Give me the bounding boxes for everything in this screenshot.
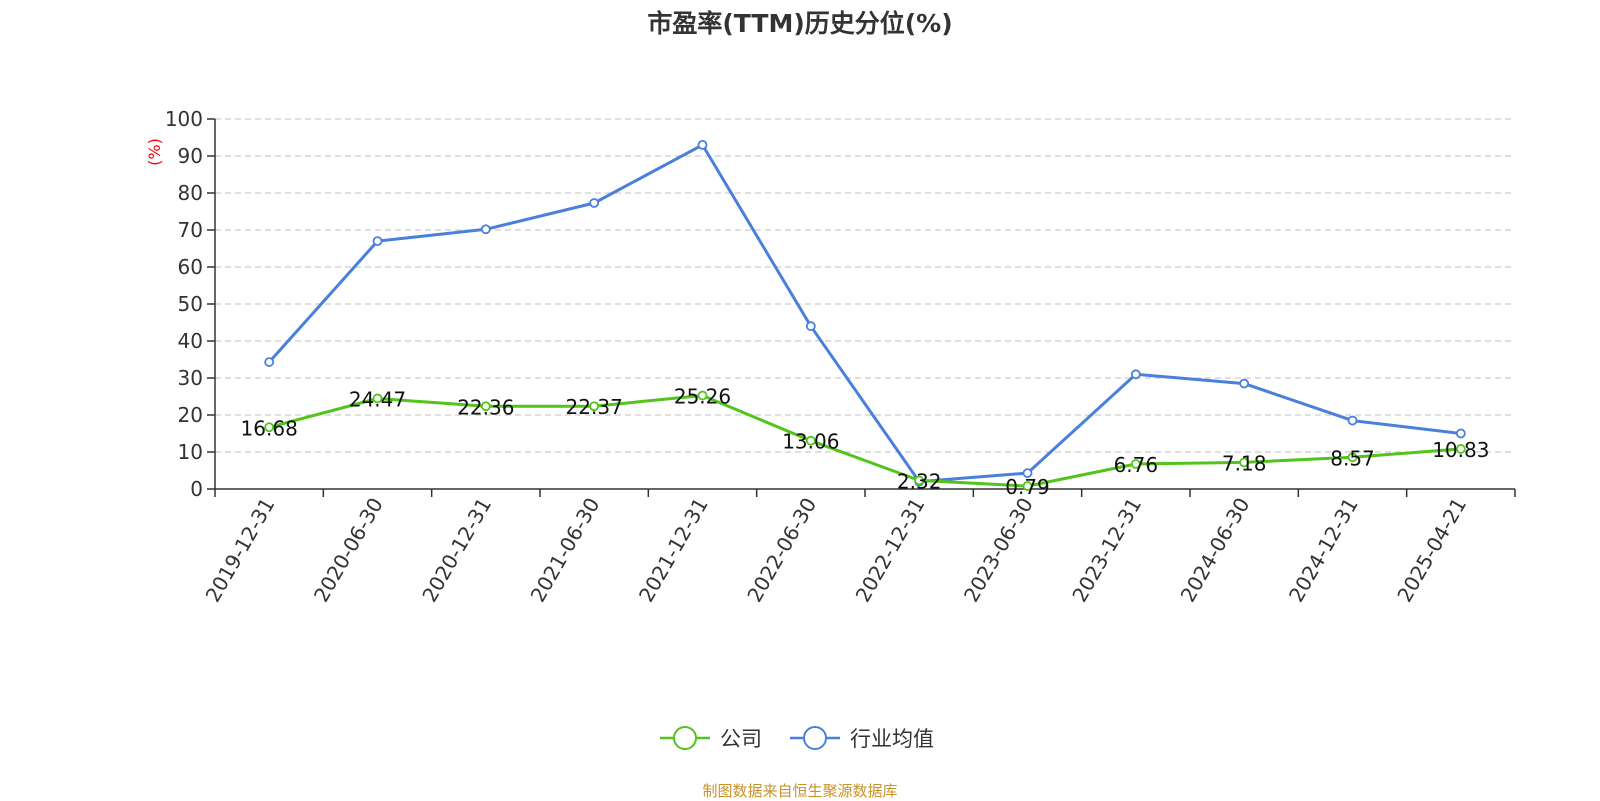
data-labels: 16.68 24.47 22.36 22.37 25.26 13.06 2.32 0.79 6.… bbox=[241, 385, 1490, 500]
data-point bbox=[697, 390, 708, 401]
x-tick-label: 2024-06-30 bbox=[1176, 494, 1255, 607]
x-tick-label: 2022-12-31 bbox=[851, 494, 930, 607]
x-tick-label: 2025-04-21 bbox=[1392, 494, 1471, 607]
y-tick-label: 10 bbox=[178, 440, 203, 464]
x-tick-label: 2023-12-31 bbox=[1067, 494, 1146, 607]
x-tick-label: 2021-12-31 bbox=[634, 494, 713, 607]
data-point bbox=[372, 393, 383, 404]
data-label: 0.79 bbox=[1005, 475, 1050, 499]
series bbox=[264, 139, 1466, 491]
legend-label: 行业均值 bbox=[850, 727, 934, 751]
data-point bbox=[372, 236, 383, 247]
data-point bbox=[805, 321, 816, 332]
legend-item-1[interactable]: 行业均值 bbox=[790, 726, 934, 751]
data-point bbox=[1130, 369, 1141, 380]
data-point bbox=[1347, 415, 1358, 426]
x-tick-label: 2020-06-30 bbox=[309, 494, 388, 607]
y-tick-label: 60 bbox=[178, 255, 203, 279]
x-tick-label: 2024-12-31 bbox=[1284, 494, 1363, 607]
x-tick-label: 2020-12-31 bbox=[417, 494, 496, 607]
y-tick-label: 90 bbox=[178, 144, 203, 168]
data-point bbox=[264, 422, 275, 433]
y-tick-label: 80 bbox=[178, 181, 203, 205]
data-label: 16.68 bbox=[241, 416, 298, 440]
x-tick-label: 2021-06-30 bbox=[526, 494, 605, 607]
data-point bbox=[589, 198, 600, 208]
y-tick-label: 30 bbox=[178, 366, 203, 390]
data-point bbox=[480, 401, 491, 412]
y-axis-label: (%) bbox=[145, 138, 164, 166]
data-label: 7.18 bbox=[1222, 451, 1267, 475]
axes: 0 10 20 30 40 50 60 70 80 90 100 2019-12-31 2020-06-… bbox=[165, 107, 1516, 607]
data-label: 13.06 bbox=[782, 430, 839, 454]
data-label: 24.47 bbox=[349, 387, 406, 411]
y-tick-label: 20 bbox=[178, 403, 203, 427]
data-label: 22.36 bbox=[457, 395, 514, 419]
y-tick-label: 50 bbox=[178, 292, 203, 316]
y-tick-label: 70 bbox=[178, 218, 203, 242]
data-point bbox=[480, 224, 491, 235]
data-point bbox=[1239, 457, 1250, 468]
data-point bbox=[1455, 444, 1466, 454]
legend-circle-icon bbox=[803, 726, 827, 750]
data-label: 6.76 bbox=[1114, 453, 1159, 477]
data-label: 8.57 bbox=[1330, 446, 1375, 470]
data-source-note: 制图数据来自恒生聚源数据库 bbox=[702, 782, 898, 800]
data-point bbox=[697, 139, 708, 150]
series-line-1 bbox=[268, 143, 1461, 484]
legend-circle-icon bbox=[673, 726, 697, 750]
legend-label: 公司 bbox=[720, 727, 762, 751]
data-point bbox=[1239, 378, 1250, 389]
x-tick-label: 2023-06-30 bbox=[959, 494, 1038, 607]
data-point bbox=[805, 435, 816, 446]
data-point bbox=[264, 357, 275, 367]
data-point bbox=[1347, 452, 1358, 463]
data-point bbox=[1022, 481, 1033, 491]
chart-title: 市盈率(TTM)历史分位(%) bbox=[647, 9, 953, 38]
series-line-0 bbox=[268, 394, 1461, 488]
data-point bbox=[1455, 428, 1466, 439]
data-point bbox=[914, 475, 925, 486]
y-tick-label: 100 bbox=[165, 107, 203, 131]
data-label: 25.26 bbox=[674, 385, 731, 409]
x-tick-label: 2019-12-31 bbox=[201, 494, 280, 607]
gridlines bbox=[215, 118, 1515, 453]
y-tick-label: 40 bbox=[178, 329, 203, 353]
data-label: 22.37 bbox=[566, 395, 623, 419]
x-tick-label: 2022-06-30 bbox=[742, 494, 821, 607]
data-point bbox=[1130, 459, 1141, 469]
data-label: 2.32 bbox=[897, 469, 942, 493]
data-label: 10.83 bbox=[1432, 438, 1489, 462]
y-tick-label: 0 bbox=[190, 477, 203, 501]
legend[interactable]: 公司 行业均值 bbox=[660, 726, 934, 751]
legend-item-0[interactable]: 公司 bbox=[660, 726, 762, 751]
data-point bbox=[589, 401, 600, 412]
data-point bbox=[1022, 468, 1033, 478]
